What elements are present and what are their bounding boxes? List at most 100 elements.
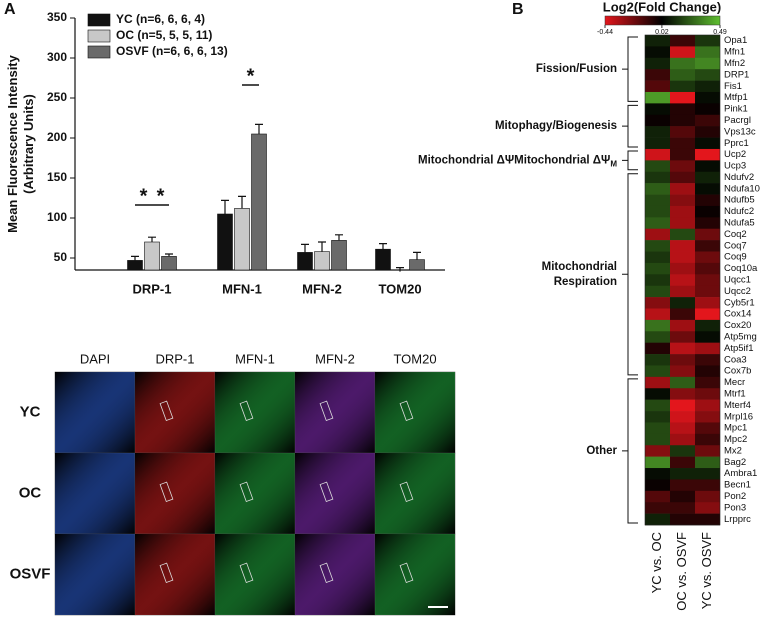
heatmap-cell bbox=[645, 468, 670, 480]
row-label: Mfn1 bbox=[724, 47, 745, 58]
heatmap-cell bbox=[695, 445, 720, 457]
error-bar bbox=[379, 243, 387, 250]
heatmap-cell bbox=[670, 376, 695, 389]
row-label: Cox20 bbox=[724, 320, 751, 331]
panel-label: A bbox=[4, 1, 16, 18]
row-label: OSVF bbox=[10, 565, 51, 582]
heatmap-cell bbox=[670, 148, 695, 161]
heatmap-cell bbox=[670, 342, 695, 355]
heatmap-cell bbox=[695, 376, 720, 389]
heatmap-cell bbox=[645, 399, 670, 412]
heatmap-cell bbox=[645, 365, 670, 378]
heatmap-cell bbox=[695, 160, 720, 173]
row-label: Cyb5r1 bbox=[724, 297, 755, 308]
heatmap-cell bbox=[670, 468, 695, 480]
group-label: Mitochondrial ΔΨMitochondrial ΔΨM bbox=[418, 154, 617, 168]
micrograph-signal bbox=[135, 534, 215, 615]
row-label: DRP1 bbox=[724, 69, 749, 80]
y-tick-label: 250 bbox=[47, 90, 67, 104]
row-label: Ndufa10 bbox=[724, 183, 760, 194]
heatmap-cell bbox=[670, 513, 695, 526]
heatmap-cell bbox=[645, 46, 670, 59]
row-label: Pon2 bbox=[724, 491, 746, 502]
significance-star: * bbox=[247, 65, 255, 87]
heatmap-cell bbox=[695, 205, 720, 218]
heatmap-cell bbox=[695, 308, 720, 321]
error-bar bbox=[148, 236, 156, 242]
bar bbox=[144, 241, 160, 271]
row-label: Pacrgl bbox=[724, 115, 751, 126]
group-bracket bbox=[622, 173, 638, 376]
roi-box bbox=[399, 481, 414, 502]
x-tick-label: MFN-1 bbox=[222, 281, 262, 296]
row-label: Bag2 bbox=[724, 457, 746, 468]
heatmap-cell bbox=[645, 183, 670, 195]
heatmap-cell bbox=[695, 479, 720, 492]
heatmap-cell bbox=[695, 319, 720, 332]
row-label: Mrpl16 bbox=[724, 411, 753, 422]
heatmap-cell bbox=[645, 35, 670, 47]
legend-label: OC (n=5, 5, 5, 11) bbox=[116, 28, 212, 42]
row-label: Ambra1 bbox=[724, 468, 757, 479]
heatmap-cell bbox=[645, 354, 670, 366]
heatmap-cell bbox=[670, 228, 695, 241]
legend-swatch bbox=[87, 13, 111, 27]
heatmap-cell bbox=[645, 114, 670, 127]
heatmap-cell bbox=[695, 171, 720, 184]
colorbar-tick-label: 0.49 bbox=[713, 29, 727, 36]
heatmap-cell bbox=[670, 183, 695, 195]
micrograph-signal bbox=[215, 453, 295, 534]
group-bracket bbox=[622, 150, 638, 171]
row-label: Mfn2 bbox=[724, 58, 745, 69]
legend-label: YC (n=6, 6, 6, 4) bbox=[116, 12, 205, 26]
significance-star: * bbox=[157, 185, 165, 207]
heatmap-cell bbox=[645, 433, 670, 446]
group-label: Other bbox=[586, 445, 617, 457]
row-label: Coq10a bbox=[724, 263, 758, 274]
y-tick-label: 100 bbox=[47, 210, 67, 224]
group-label-subscript: M bbox=[610, 159, 617, 168]
row-label: Lrpprc bbox=[724, 514, 751, 525]
bar bbox=[409, 259, 425, 271]
heatmap-cell bbox=[645, 126, 670, 138]
heatmap-frame bbox=[644, 34, 721, 526]
group-label: Respiration bbox=[554, 276, 617, 288]
heatmap-cell bbox=[670, 57, 695, 70]
heatmap-cell bbox=[695, 240, 720, 252]
heatmap-cell bbox=[695, 502, 720, 514]
heatmap-cell bbox=[645, 69, 670, 81]
heatmap-cell bbox=[670, 354, 695, 366]
legend-label: OSVF (n=6, 6, 6, 13) bbox=[116, 44, 228, 58]
heatmap-cell bbox=[645, 80, 670, 93]
heatmap-cell bbox=[695, 513, 720, 526]
heatmap-cell bbox=[695, 103, 720, 116]
heatmap-cell bbox=[670, 160, 695, 173]
panel-label: B bbox=[512, 1, 524, 18]
column-label: DAPI bbox=[80, 351, 110, 366]
group-bracket bbox=[622, 36, 638, 102]
row-label: Mpc1 bbox=[724, 423, 747, 434]
heatmap-cell bbox=[645, 331, 670, 343]
y-tick-label: 50 bbox=[54, 250, 68, 264]
heatmap-cell bbox=[645, 297, 670, 309]
roi-box bbox=[319, 400, 334, 421]
heatmap-cell bbox=[645, 479, 670, 492]
heatmap-cell bbox=[670, 388, 695, 400]
roi-box bbox=[399, 562, 414, 583]
row-label: Uqcc1 bbox=[724, 275, 751, 286]
micrograph-signal bbox=[375, 372, 455, 453]
heatmap-cell bbox=[670, 422, 695, 435]
heatmap-cell bbox=[645, 251, 670, 264]
heatmap-cell bbox=[645, 217, 670, 230]
bar bbox=[251, 133, 267, 271]
row-label: Mtrf1 bbox=[724, 388, 746, 399]
column-label: TOM20 bbox=[393, 351, 436, 366]
heatmap-cell bbox=[645, 148, 670, 161]
colorbar-tick-label: 0.02 bbox=[655, 29, 669, 36]
roi-box bbox=[159, 400, 174, 421]
heatmap-cell bbox=[670, 433, 695, 446]
heatmap-cell bbox=[645, 240, 670, 252]
micrograph-signal bbox=[55, 372, 135, 453]
row-label: Mecr bbox=[724, 377, 745, 388]
error-bar bbox=[318, 241, 326, 252]
